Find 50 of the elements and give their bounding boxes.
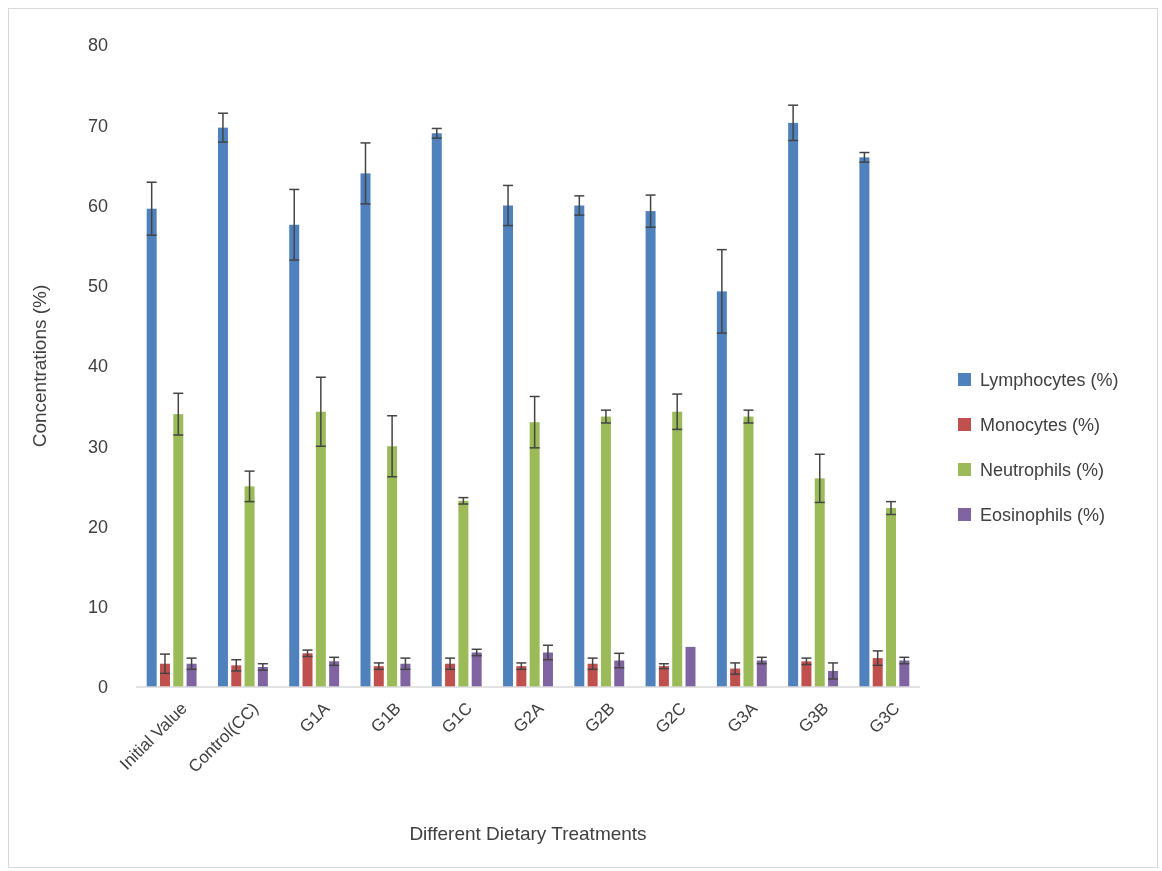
bar — [217, 127, 228, 687]
y-tick-label: 10 — [87, 597, 108, 618]
bar — [872, 658, 883, 687]
bar — [516, 666, 527, 687]
bar — [886, 508, 897, 687]
bar — [645, 211, 656, 687]
y-tick-label: 0 — [97, 677, 108, 698]
bar — [173, 414, 184, 687]
x-tick-label: G1B — [367, 698, 405, 737]
y-axis-title: Concentrations (%) — [29, 284, 50, 448]
y-tick-label: 50 — [87, 276, 108, 297]
bar — [529, 422, 540, 687]
bar — [743, 416, 754, 687]
bar — [801, 661, 812, 687]
legend-label: Neutrophils (%) — [980, 460, 1105, 481]
bar — [672, 411, 683, 687]
bar — [244, 486, 255, 687]
x-tick-label: G2A — [509, 698, 548, 737]
bar — [471, 652, 482, 687]
bar — [387, 446, 398, 687]
bar — [146, 208, 157, 687]
bar — [329, 661, 340, 687]
bar — [289, 224, 300, 687]
y-tick-label: 30 — [87, 436, 108, 457]
bar — [814, 478, 825, 687]
bar — [315, 411, 326, 687]
bar — [542, 652, 553, 687]
x-axis-title: Different Dietary Treatments — [409, 823, 647, 844]
legend-label: Lymphocytes (%) — [980, 370, 1119, 391]
y-tick-label: 70 — [87, 115, 108, 136]
y-tick-label: 80 — [87, 35, 108, 56]
x-tick-label: G3A — [723, 698, 762, 737]
bar — [431, 133, 442, 687]
bar — [859, 157, 870, 687]
bar — [458, 500, 469, 687]
bar — [302, 653, 313, 687]
bar — [899, 660, 910, 687]
bar — [503, 205, 514, 687]
bar — [574, 205, 585, 687]
bar — [716, 291, 727, 687]
y-tick-label: 20 — [87, 516, 108, 537]
legend-label: Monocytes (%) — [980, 415, 1101, 436]
bar — [600, 416, 611, 687]
y-tick-label: 60 — [87, 195, 108, 216]
x-tick-label: G1A — [295, 698, 334, 737]
bar — [788, 122, 799, 687]
legend-label: Eosinophils (%) — [980, 505, 1106, 526]
y-tick-label: 40 — [87, 356, 108, 377]
x-tick-label: G2B — [581, 698, 619, 737]
x-tick-label: G3B — [794, 698, 833, 737]
